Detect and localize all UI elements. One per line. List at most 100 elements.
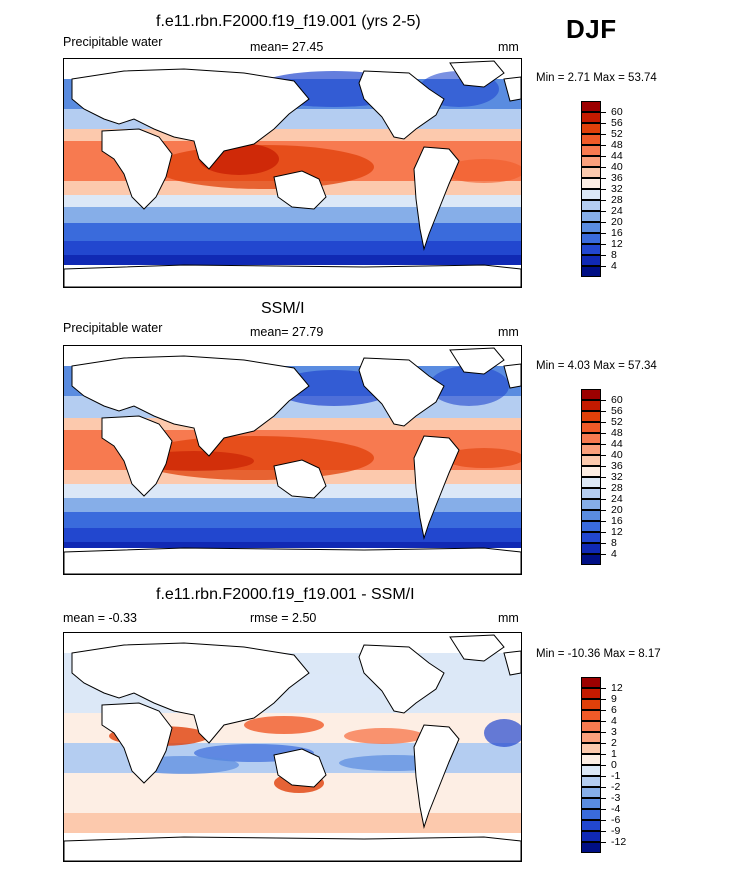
colorbar-level-label: 44 (611, 150, 623, 162)
colorbar-level-label: 0 (611, 759, 617, 771)
colorbar-level-label: 4 (611, 260, 617, 272)
colorbar-level-label: 28 (611, 482, 623, 494)
colorbar-tick (601, 699, 606, 700)
colorbar-tick (601, 721, 606, 722)
colorbar-swatch (581, 200, 601, 211)
colorbar-swatch (581, 411, 601, 422)
colorbar-level-label: 40 (611, 449, 623, 461)
colorbar-swatch (581, 765, 601, 776)
colorbar-swatch (581, 422, 601, 433)
colorbar-tick (601, 145, 606, 146)
colorbar-level-label: -4 (611, 803, 621, 815)
colorbar-swatch (581, 266, 601, 277)
colorbar-swatch (581, 743, 601, 754)
panel-rmse-label-diff: rmse = 2.50 (250, 611, 317, 625)
colorbar-tick (601, 433, 606, 434)
panel-title-obs: SSM/I (261, 300, 305, 317)
colorbar-swatch (581, 255, 601, 266)
colorbar-level-label: 52 (611, 128, 623, 140)
colorbar-tick (601, 842, 606, 843)
panel-units-obs: mm (498, 325, 519, 339)
colorbar-tick (601, 510, 606, 511)
colorbar-swatch (581, 798, 601, 809)
colorbar-swatch (581, 178, 601, 189)
colorbar-swatch (581, 732, 601, 743)
panel-mean-label-model: mean= 27.45 (250, 40, 324, 54)
map-model (63, 58, 522, 288)
colorbar-tick (601, 200, 606, 201)
colorbar-tick (601, 765, 606, 766)
colorbar-swatch (581, 400, 601, 411)
colorbar-swatch (581, 455, 601, 466)
panel-minmax-obs: Min = 4.03 Max = 57.34 (536, 360, 657, 372)
colorbar-swatch (581, 244, 601, 255)
colorbar-tick (601, 710, 606, 711)
colorbar-tick (601, 123, 606, 124)
colorbar-swatch (581, 521, 601, 532)
colorbar-model: 60 56 52 48 44 40 36 32 28 24 20 16 12 8 4 (581, 101, 641, 282)
colorbar-tick (601, 233, 606, 234)
colorbar-swatch (581, 444, 601, 455)
map-diff (63, 632, 522, 862)
colorbar-level-label: 28 (611, 194, 623, 206)
panel-mean-label-diff: mean = -0.33 (63, 611, 138, 625)
colorbar-level-label: 6 (611, 704, 617, 716)
colorbar-tick (601, 156, 606, 157)
colorbar-swatch (581, 787, 601, 798)
map-obs (63, 345, 522, 575)
colorbar-level-label: -2 (611, 781, 621, 793)
colorbar-level-label: 52 (611, 416, 623, 428)
colorbar-swatch (581, 389, 601, 400)
colorbar-level-label: 3 (611, 726, 617, 738)
colorbar-tick (601, 244, 606, 245)
colorbar-swatch (581, 466, 601, 477)
colorbar-swatch (581, 699, 601, 710)
colorbar-tick (601, 444, 606, 445)
colorbar-level-label: 2 (611, 737, 617, 749)
colorbar-tick (601, 732, 606, 733)
colorbar-level-label: -9 (611, 825, 621, 837)
colorbar-level-label: 56 (611, 405, 623, 417)
colorbar-tick (601, 422, 606, 423)
colorbar-level-label: -3 (611, 792, 621, 804)
colorbar-swatch (581, 134, 601, 145)
colorbar-level-label: -1 (611, 770, 621, 782)
colorbar-swatch (581, 123, 601, 134)
colorbar-tick (601, 798, 606, 799)
colorbar-tick (601, 820, 606, 821)
panel-minmax-diff: Min = -10.36 Max = 8.17 (536, 648, 661, 660)
colorbar-level-label: 32 (611, 183, 623, 195)
colorbar-tick (601, 688, 606, 689)
colorbar-level-label: 36 (611, 172, 623, 184)
colorbar-tick (601, 455, 606, 456)
colorbar-level-label: 36 (611, 460, 623, 472)
panel-units-diff: mm (498, 611, 519, 625)
colorbar-tick (601, 776, 606, 777)
colorbar-swatch (581, 233, 601, 244)
colorbar-level-label: 40 (611, 161, 623, 173)
colorbar-swatch (581, 167, 601, 178)
colorbar-level-label: 32 (611, 471, 623, 483)
colorbar-swatch (581, 433, 601, 444)
colorbar-swatch (581, 776, 601, 787)
colorbar-swatch (581, 101, 601, 112)
colorbar-swatch (581, 721, 601, 732)
colorbar-tick (601, 466, 606, 467)
colorbar-swatch (581, 488, 601, 499)
colorbar-level-label: 16 (611, 515, 623, 527)
colorbar-tick (601, 266, 606, 267)
colorbar-swatch (581, 211, 601, 222)
colorbar-swatch (581, 222, 601, 233)
colorbar-tick (601, 477, 606, 478)
colorbar-swatch (581, 189, 601, 200)
panel-mean-label-obs: mean= 27.79 (250, 325, 324, 339)
colorbar-tick (601, 787, 606, 788)
panel-left-label-obs: Precipitable water (63, 321, 163, 335)
colorbar-swatch (581, 477, 601, 488)
colorbar-level-label: 48 (611, 427, 623, 439)
colorbar-level-label: 8 (611, 249, 617, 261)
colorbar-level-label: 1 (611, 748, 617, 760)
colorbar-swatch (581, 543, 601, 554)
colorbar-level-label: 16 (611, 227, 623, 239)
colorbar-swatch (581, 831, 601, 842)
